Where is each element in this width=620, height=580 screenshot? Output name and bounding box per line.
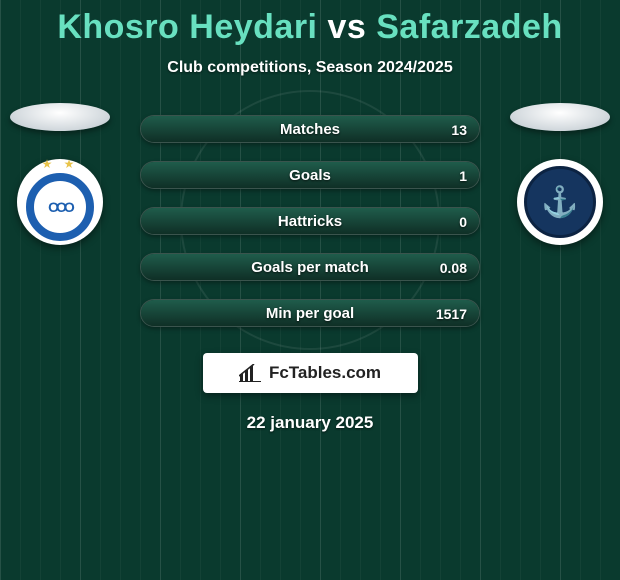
player-head-placeholder-right xyxy=(510,103,610,131)
content-area: ★ ★ OOO ⚓ Matches13 Goals1 Hattricks0 Goals… xyxy=(0,115,620,433)
stat-label: Matches xyxy=(141,116,479,142)
stat-label: Hattricks xyxy=(141,208,479,234)
subtitle: Club competitions, Season 2024/2025 xyxy=(0,59,620,77)
brand-box[interactable]: FcTables.com xyxy=(203,353,418,393)
stat-row: Min per goal1517 xyxy=(140,299,480,327)
team-right-crest: ⚓ xyxy=(517,159,603,245)
rings-icon: OOO xyxy=(48,199,72,215)
player2-name: Safarzadeh xyxy=(376,8,562,46)
stat-label: Goals xyxy=(141,162,479,188)
crest-ring-icon: OOO xyxy=(26,173,94,241)
stats-list: Matches13 Goals1 Hattricks0 Goals per match… xyxy=(140,115,480,327)
team-left-column: ★ ★ OOO xyxy=(0,103,120,245)
team-right-column: ⚓ xyxy=(500,103,620,245)
stat-row: Goals1 xyxy=(140,161,480,189)
stat-row: Matches13 xyxy=(140,115,480,143)
date-label: 22 january 2025 xyxy=(0,413,620,433)
stat-row: Goals per match0.08 xyxy=(140,253,480,281)
stat-row: Hattricks0 xyxy=(140,207,480,235)
player-head-placeholder-left xyxy=(10,103,110,131)
stat-value-right: 0 xyxy=(447,208,479,234)
stat-value-right: 13 xyxy=(439,116,479,142)
team-left-crest: ★ ★ OOO xyxy=(17,159,103,245)
page-title: Khosro Heydari vs Safarzadeh xyxy=(0,0,620,47)
stat-value-right: 1517 xyxy=(424,300,479,326)
brand-text: FcTables.com xyxy=(269,363,381,383)
stat-value-right: 1 xyxy=(447,162,479,188)
bar-chart-icon xyxy=(239,364,261,382)
stat-value-right: 0.08 xyxy=(428,254,479,280)
vs-label: vs xyxy=(327,8,366,46)
stars-icon: ★ ★ xyxy=(42,157,79,171)
anchor-icon: ⚓ xyxy=(524,166,596,238)
player1-name: Khosro Heydari xyxy=(57,8,317,46)
